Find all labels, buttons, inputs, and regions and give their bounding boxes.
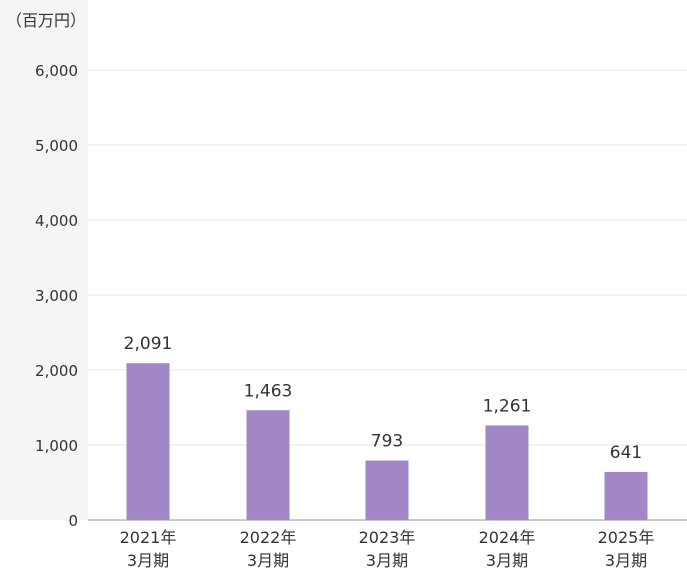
grid-layer	[88, 69, 687, 446]
x-tick-label: 3月期	[127, 551, 169, 570]
x-tick-label: 2023年	[359, 528, 416, 547]
bar	[365, 460, 409, 520]
x-tick-layer: 2021年 3月期 2022年 3月期 2023年 3月期 2024年 3月期 2025年 3月期	[120, 528, 655, 570]
x-tick-label: 3月期	[605, 551, 647, 570]
x-tick-label: 2021年	[120, 528, 177, 547]
y-tick-label: 3,000	[35, 287, 78, 305]
data-label: 793	[371, 432, 403, 452]
bar-layer	[126, 363, 648, 520]
x-tick-label: 3月期	[366, 551, 408, 570]
y-tick-label: 5,000	[35, 137, 78, 155]
y-tick-layer: 0 1,000 2,000 3,000 4,000 5,000 6,000	[35, 62, 78, 530]
bar	[126, 363, 170, 520]
x-tick-label: 2024年	[479, 528, 536, 547]
data-label: 2,091	[124, 334, 173, 354]
x-tick-label: 2025年	[598, 528, 655, 547]
y-tick-label: 6,000	[35, 62, 78, 80]
data-label: 641	[610, 443, 642, 463]
y-tick-label: 4,000	[35, 212, 78, 230]
unit-label: （百万円）	[6, 11, 86, 30]
y-tick-label: 0	[68, 512, 78, 530]
y-axis-panel	[0, 0, 88, 520]
x-tick-label: 3月期	[247, 551, 289, 570]
x-tick-label: 2022年	[240, 528, 297, 547]
y-tick-label: 2,000	[35, 362, 78, 380]
x-tick-label: 3月期	[486, 551, 528, 570]
value-label-layer: 2,091 1,463 793 1,261 641	[124, 334, 643, 463]
y-tick-label: 1,000	[35, 437, 78, 455]
bar	[246, 410, 290, 520]
bar	[604, 471, 648, 520]
data-label: 1,261	[483, 396, 532, 416]
data-label: 1,463	[244, 381, 293, 401]
bar	[485, 425, 529, 520]
